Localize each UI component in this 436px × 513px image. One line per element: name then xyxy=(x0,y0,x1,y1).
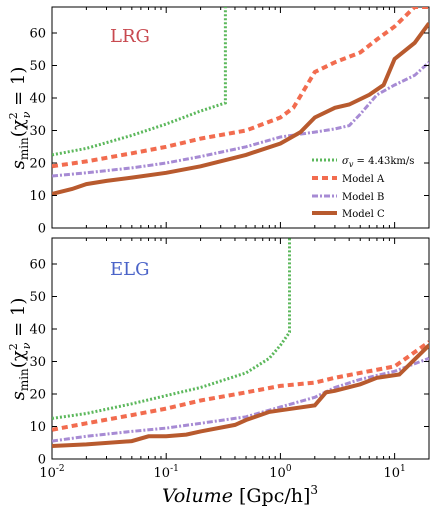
y-tick-label: 30 xyxy=(29,355,46,370)
y-axis-label-top: smin(χ2ν = 1) xyxy=(7,67,33,170)
legend-label-sigma: σv = 4.43km/s xyxy=(342,156,414,169)
y-tick-label: 20 xyxy=(29,388,46,403)
y-label-bot-base: s xyxy=(8,391,29,400)
legend-label-model-a: Model A xyxy=(342,174,385,185)
series-line-a-panel-0 xyxy=(52,7,429,169)
y-tick-label: 0 xyxy=(38,453,46,468)
x-label-unit: [Gpc/h] xyxy=(239,485,310,507)
y-tick-label: 60 xyxy=(29,27,46,42)
x-axis-label: Volume [Gpc/h]3 xyxy=(162,483,318,507)
legend-sigma-rest: = 4.43km/s xyxy=(353,156,414,167)
y-tick-label: 10 xyxy=(29,189,46,204)
tick-layer: 0 10 20 30 40 50 60 0 10 20 30 40 50 60 10-2 10-1 100 101 xyxy=(29,7,430,481)
y-label-bot-sub: min xyxy=(17,368,31,391)
y-tick-label: 50 xyxy=(29,290,46,305)
series-layer xyxy=(52,7,429,448)
y-tick-label: 0 xyxy=(38,222,46,237)
legend: σv = 4.43km/s Model A Model B Model C xyxy=(312,156,414,220)
series-line-a-panel-1 xyxy=(52,340,429,432)
y-label-bot-paren: (χ xyxy=(8,350,29,368)
legend-sigma-main: σ xyxy=(342,156,350,167)
legend-sigma-sub: v xyxy=(349,160,354,169)
panel-label-elg: ELG xyxy=(110,259,149,280)
y-tick-label: 60 xyxy=(29,258,46,273)
y-tick-label: 10 xyxy=(29,420,46,435)
legend-label-model-c: Model C xyxy=(342,209,385,220)
series-line-c-panel-0 xyxy=(52,22,429,196)
x-tick-label: 10-1 xyxy=(154,464,179,481)
panel-label-lrg: LRG xyxy=(110,26,150,47)
y-tick-label: 20 xyxy=(29,157,46,172)
x-tick-label: 10-2 xyxy=(39,464,64,481)
y-tick-label: 50 xyxy=(29,59,46,74)
y-label-bot-sup: 2 xyxy=(7,343,20,350)
y-label-top-paren: (χ xyxy=(8,119,29,137)
series-line-b-panel-0 xyxy=(52,61,429,178)
y-label-top-sup: 2 xyxy=(7,112,20,119)
y-tick-label: 40 xyxy=(29,92,46,107)
y-tick-label: 40 xyxy=(29,323,46,338)
y-label-top-sub: min xyxy=(17,137,31,160)
x-tick-label: 101 xyxy=(383,464,405,481)
series-line-b-panel-1 xyxy=(52,356,429,443)
top-panel-frame xyxy=(51,6,430,229)
x-tick-label: 100 xyxy=(269,464,292,481)
series-line-c-panel-1 xyxy=(52,343,429,448)
bottom-panel-frame xyxy=(51,237,430,460)
series-line-sigma-panel-1 xyxy=(52,238,291,420)
y-label-bot-end: = 1) xyxy=(8,298,29,343)
y-tick-label: 30 xyxy=(29,124,46,139)
y-axis-label-bottom: smin(χ2ν = 1) xyxy=(7,298,33,401)
y-label-top-base: s xyxy=(8,160,29,169)
series-line-sigma-panel-0 xyxy=(52,7,227,157)
x-label-main: Volume xyxy=(162,485,233,507)
y-label-top-nu: ν xyxy=(20,111,33,118)
y-label-bot-nu: ν xyxy=(20,342,33,349)
legend-label-model-b: Model B xyxy=(342,192,384,203)
x-label-power: 3 xyxy=(310,483,318,497)
y-label-top-end: = 1) xyxy=(8,67,29,112)
